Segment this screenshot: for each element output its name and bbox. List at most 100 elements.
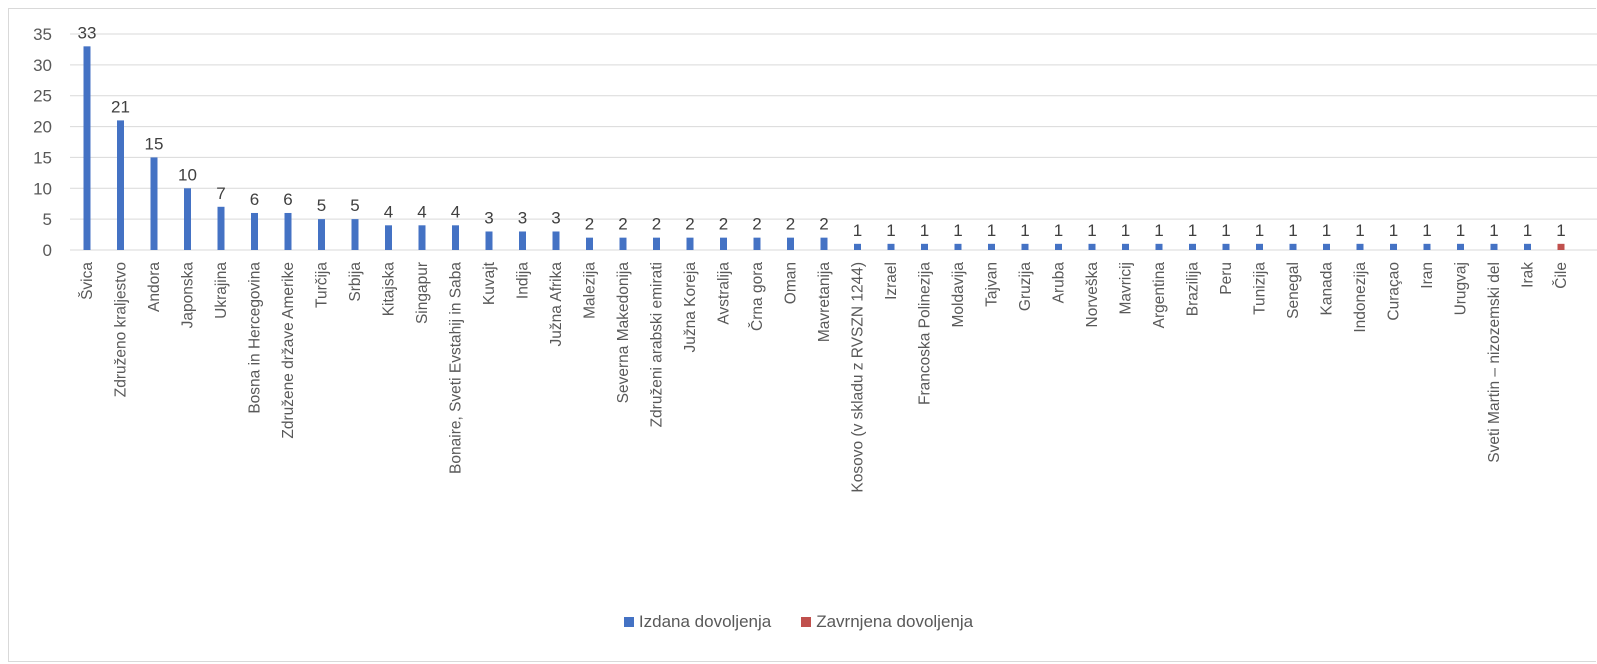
bar-issued[interactable] [150,157,158,250]
bar-issued[interactable] [1155,243,1163,250]
data-label: 7 [216,184,225,203]
category-label: Švica [79,262,96,300]
bar-issued[interactable] [1457,243,1464,250]
bar-issued[interactable] [954,243,962,250]
bar-issued[interactable] [284,212,292,250]
bar-issued[interactable] [586,237,593,250]
data-label: 2 [786,215,795,234]
bar-issued[interactable] [1289,243,1297,250]
bar-issued[interactable] [1256,243,1263,250]
data-label: 2 [719,215,728,234]
data-label: 3 [518,208,527,227]
y-tick-label: 5 [43,210,52,229]
bar-issued[interactable] [787,237,794,250]
y-tick-label: 10 [33,179,52,198]
bar-issued[interactable] [1088,243,1096,250]
category-label: Aruba [1051,262,1068,304]
category-label: Moldavija [950,262,967,328]
category-label: Združeno kraljestvo [113,262,130,397]
bar-issued[interactable] [1524,243,1531,250]
bar-issued[interactable] [1356,243,1364,250]
bar-issued[interactable] [351,219,359,250]
bar-issued[interactable] [418,225,426,250]
bar-issued[interactable] [988,243,995,250]
bar-issued[interactable] [117,120,124,251]
category-label: Malezija [582,262,599,319]
data-label: 1 [1054,221,1063,240]
data-label: 1 [853,221,862,240]
data-label: 1 [1288,221,1297,240]
bar-issued[interactable] [619,237,627,250]
category-label: Curaçao [1386,262,1403,321]
data-label: 21 [111,97,130,116]
data-label: 1 [886,221,895,240]
category-label: Kosovo (v skladu z RVSZN 1244) [850,262,867,493]
category-label: Izrael [883,262,900,300]
category-label: Brazilija [1185,262,1202,317]
category-label: Južna Afrika [548,262,565,347]
data-label: 4 [451,202,460,221]
category-label: Iran [1419,262,1436,289]
bar-issued[interactable] [1323,243,1330,250]
bar-issued[interactable] [1490,243,1498,250]
bar-issued[interactable] [385,225,392,250]
data-label: 2 [585,215,594,234]
category-label: Argentina [1151,262,1168,329]
category-label: Kitajska [381,262,398,317]
category-label: Srbija [347,262,364,302]
data-label: 1 [1221,221,1230,240]
bar-issued[interactable] [686,237,694,250]
bar-issued[interactable] [485,231,493,250]
bar-issued[interactable] [1021,243,1029,250]
data-label: 1 [1355,221,1364,240]
bar-issued[interactable] [1390,243,1397,250]
bar-issued[interactable] [720,237,727,250]
legend-swatch-rejected [801,617,812,627]
bar-issued[interactable] [753,237,761,250]
data-label: 2 [752,215,761,234]
category-label: Južna Koreja [682,262,699,353]
bar-issued[interactable] [1055,243,1062,250]
legend-item-issued[interactable]: Izdana dovoljenja [623,612,771,632]
bar-issued[interactable] [519,231,526,250]
data-label: 1 [1188,221,1197,240]
bar-issued[interactable] [1122,243,1129,250]
y-tick-label: 0 [43,241,52,260]
category-label: Andora [146,262,163,312]
bar-issued[interactable] [452,225,459,250]
category-label: Mavretanija [816,262,833,342]
bar-issued[interactable] [1189,243,1196,250]
category-label: Črna gora [749,262,766,331]
bar-issued[interactable] [854,243,861,250]
bar-issued[interactable] [217,206,225,250]
category-label: Gruzija [1017,262,1034,311]
category-label: Združene države Amerike [280,262,297,439]
data-label: 10 [178,165,197,184]
bar-issued[interactable] [318,219,325,250]
bar-issued[interactable] [653,237,660,250]
category-label: Urugvaj [1453,262,1470,315]
category-label: Senegal [1285,262,1302,319]
bar-issued[interactable] [184,188,191,250]
bar-issued[interactable] [83,46,91,250]
bar-issued[interactable] [251,212,258,250]
data-label: 1 [1121,221,1130,240]
data-label: 15 [145,134,164,153]
bar-issued[interactable] [552,231,560,250]
gridlines [70,33,1597,251]
bar-issued[interactable] [1423,243,1431,250]
data-label: 1 [920,221,929,240]
bar-issued[interactable] [1222,243,1230,250]
category-label: Irak [1520,262,1537,288]
bar-issued[interactable] [921,243,928,250]
bar-issued[interactable] [820,237,828,250]
data-label: 1 [1556,221,1565,240]
category-label: Ukrajina [213,262,230,319]
data-label: 3 [484,208,493,227]
bar-rejected[interactable] [1557,243,1565,250]
bar-issued[interactable] [887,243,895,250]
legend-item-rejected[interactable]: Zavrnjena dovoljenja [801,612,973,632]
category-label: Norveška [1084,262,1101,328]
data-label: 1 [1255,221,1264,240]
